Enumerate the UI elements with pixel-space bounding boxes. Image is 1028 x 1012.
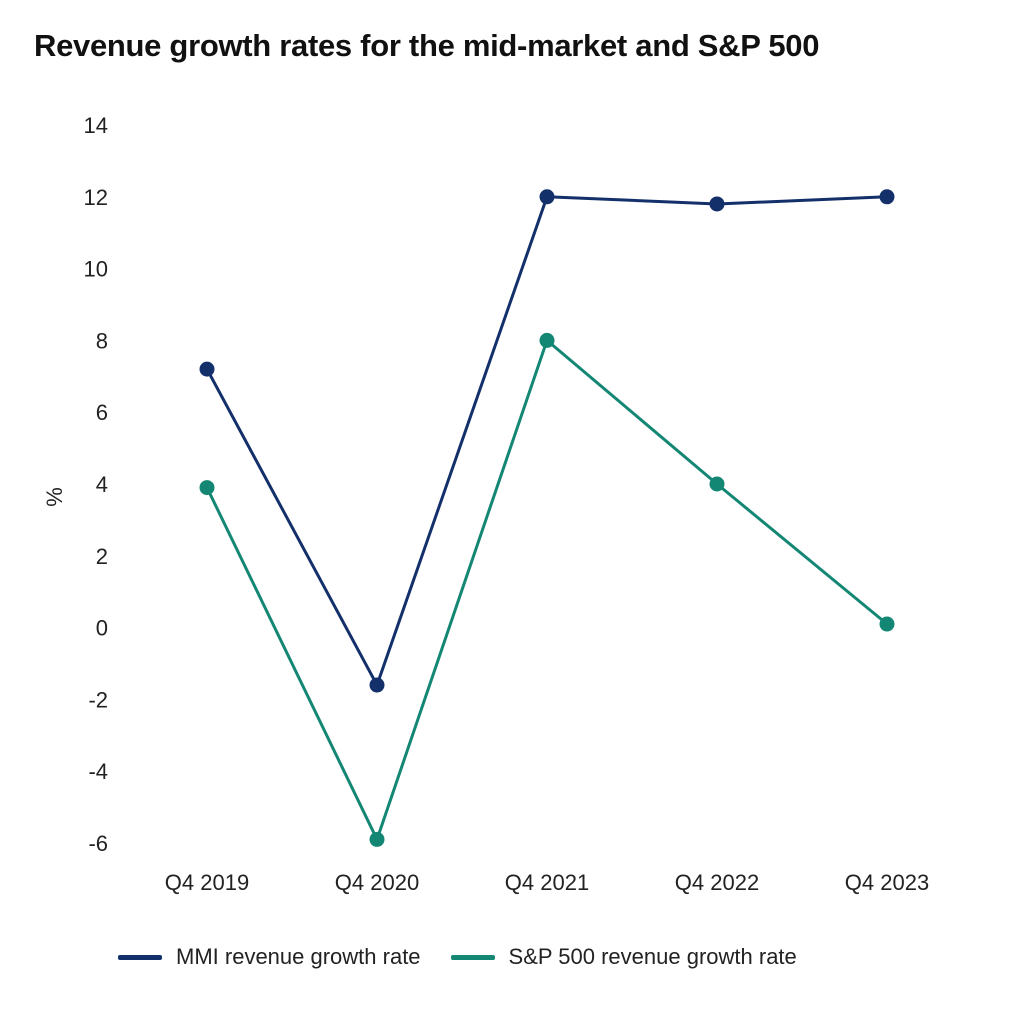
legend-item-mmi: MMI revenue growth rate [118,944,421,970]
y-tick-label: 8 [96,328,108,353]
data-point-1-1 [369,831,385,847]
y-tick-label: 4 [96,472,108,497]
x-tick-label: Q4 2020 [335,870,419,895]
data-point-1-4 [879,616,895,632]
x-tick-label: Q4 2021 [505,870,589,895]
data-point-1-0 [199,480,215,496]
data-point-1-3 [709,476,725,492]
data-point-0-3 [709,196,725,212]
data-point-0-0 [199,361,215,377]
legend-label-mmi: MMI revenue growth rate [176,944,421,969]
y-tick-label: 6 [96,400,108,425]
series-points [199,189,895,847]
y-tick-label: 0 [96,616,108,641]
data-point-0-2 [539,189,555,205]
y-axis-ticks: 14 12 10 8 6 4 2 0 -2 -4 -6 [84,113,108,856]
x-tick-label: Q4 2023 [845,870,929,895]
y-tick-label: -4 [88,759,108,784]
legend-label-sp500: S&P 500 revenue growth rate [508,944,797,969]
y-axis-label: % [42,487,67,507]
legend-item-sp500: S&P 500 revenue growth rate [450,944,797,970]
y-tick-label: 12 [84,185,108,210]
y-tick-label: 14 [84,113,108,138]
data-point-0-1 [369,677,385,693]
legend-swatch-mmi [118,954,162,960]
chart-title: Revenue growth rates for the mid-market … [34,28,820,63]
series-lines [205,195,888,841]
y-tick-label: 10 [84,257,108,282]
series-line-0 [205,195,888,687]
x-axis-ticks: Q4 2019 Q4 2020 Q4 2021 Q4 2022 Q4 2023 [165,870,929,895]
y-tick-label: -6 [88,831,108,856]
series-line-1 [205,338,888,841]
x-tick-label: Q4 2022 [675,870,759,895]
y-tick-label: 2 [96,544,108,569]
data-point-1-2 [539,332,555,348]
legend-swatch-sp500 [450,954,495,960]
data-point-0-4 [879,189,895,205]
y-tick-label: -2 [88,687,108,712]
legend: MMI revenue growth rate S&P 500 revenue … [118,944,827,970]
x-tick-label: Q4 2019 [165,870,249,895]
